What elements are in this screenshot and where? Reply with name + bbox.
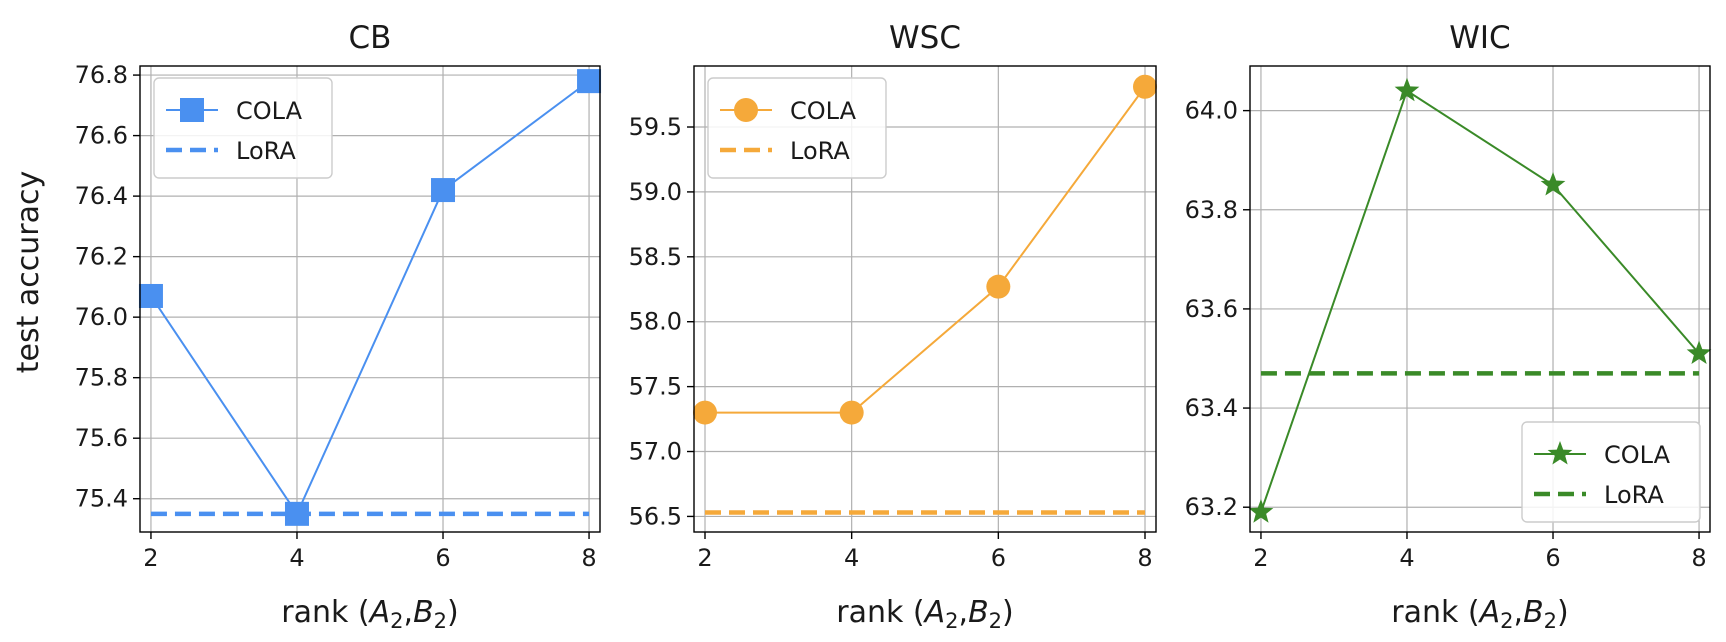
y-tick-label: 75.4 <box>75 485 128 513</box>
series-cola-point <box>986 274 1011 299</box>
x-tick-label: 2 <box>697 544 712 572</box>
chart-title: CB <box>349 20 392 56</box>
series-cola-point <box>431 178 456 203</box>
panel-wsc: 2 4 6 8 56.5 57.0 57.5 58.0 58.5 59.0 59.5 WSC rank … <box>629 20 1157 633</box>
legend-cola-label: COLA <box>1604 441 1671 469</box>
y-tick-label: 76.8 <box>75 61 128 89</box>
series-cola-point <box>284 501 309 526</box>
x-axis-label: rank (A2,B2) <box>1391 595 1569 633</box>
x-tick-label: 6 <box>1545 544 1560 572</box>
x-tick-label: 2 <box>1253 544 1268 572</box>
series-cola-point <box>138 283 163 308</box>
plot-frame <box>139 65 601 533</box>
x-tick-label: 6 <box>991 544 1006 572</box>
y-tick-label: 76.4 <box>75 182 128 210</box>
y-tick-label: 64.0 <box>1185 97 1238 125</box>
x-tick-label: 8 <box>1691 544 1706 572</box>
chart-title: WSC <box>889 20 961 56</box>
x-axis-label: rank (A2,B2) <box>281 595 459 633</box>
x-tick-label: 4 <box>289 544 304 572</box>
legend-cola-marker <box>180 98 204 122</box>
y-tick-label: 57.5 <box>629 373 682 401</box>
legend-cola-label: COLA <box>790 97 857 125</box>
y-tick-label: 59.5 <box>629 113 682 141</box>
y-tick-label: 59.0 <box>629 178 682 206</box>
x-tick-label: 4 <box>1399 544 1414 572</box>
y-tick-label: 57.0 <box>629 438 682 466</box>
series-cola-point <box>577 69 602 94</box>
y-tick-label: 76.6 <box>75 122 128 150</box>
y-axis-label: test accuracy <box>11 171 46 374</box>
legend-cola-marker <box>734 98 758 122</box>
y-tick-label: 75.6 <box>75 424 128 452</box>
y-tick-label: 58.0 <box>629 308 682 336</box>
plot-frame <box>1249 65 1711 533</box>
legend: COLA LoRA <box>153 77 333 179</box>
series-cola-point <box>839 400 864 425</box>
y-tick-label: 56.5 <box>629 502 682 530</box>
series-cola-line <box>705 86 1146 414</box>
legend-cola-marker <box>1547 441 1573 465</box>
x-tick-label: 2 <box>143 544 158 572</box>
legend-box <box>1521 421 1701 523</box>
series-cola-point <box>1540 171 1566 196</box>
series-cola-line <box>150 80 590 516</box>
panel-wic: 2 4 6 8 63.2 63.4 63.6 63.8 64.0 WIC rank (A2,B2) C… <box>1185 20 1712 633</box>
series-cola-point <box>1248 499 1274 523</box>
x-tick-label: 8 <box>1137 544 1152 572</box>
series-cola-point <box>1133 74 1157 99</box>
legend-cola-label: COLA <box>236 97 303 125</box>
y-tick-label: 63.8 <box>1185 196 1238 224</box>
legend: COLA LoRA <box>707 77 887 179</box>
chart-title: WIC <box>1449 20 1510 56</box>
y-tick-label: 58.5 <box>629 243 682 271</box>
y-tick-label: 75.8 <box>75 364 128 392</box>
x-tick-label: 6 <box>435 544 450 572</box>
series-cola-point <box>1686 340 1712 365</box>
legend-lora-label: LoRA <box>236 137 296 165</box>
x-tick-label: 8 <box>581 544 596 572</box>
x-axis-label: rank (A2,B2) <box>836 595 1014 633</box>
x-tick-label: 4 <box>844 544 859 572</box>
y-tick-label: 76.0 <box>75 303 128 331</box>
series-cola-point <box>1394 77 1420 102</box>
plot-frame <box>693 65 1157 533</box>
legend-lora-label: LoRA <box>1604 481 1664 509</box>
y-tick-label: 63.4 <box>1185 394 1238 422</box>
y-tick-label: 76.2 <box>75 243 128 271</box>
series-cola-point <box>693 400 717 425</box>
y-tick-label: 63.6 <box>1185 295 1238 323</box>
legend: COLA LoRA <box>1521 421 1701 523</box>
series-cola-line <box>1260 89 1700 513</box>
panel-cb: 2 4 6 8 75.4 75.6 75.8 76.0 76.2 76.4 76.6 76.8 CB ra… <box>75 20 602 633</box>
y-tick-label: 63.2 <box>1185 493 1238 521</box>
legend-lora-label: LoRA <box>790 137 850 165</box>
